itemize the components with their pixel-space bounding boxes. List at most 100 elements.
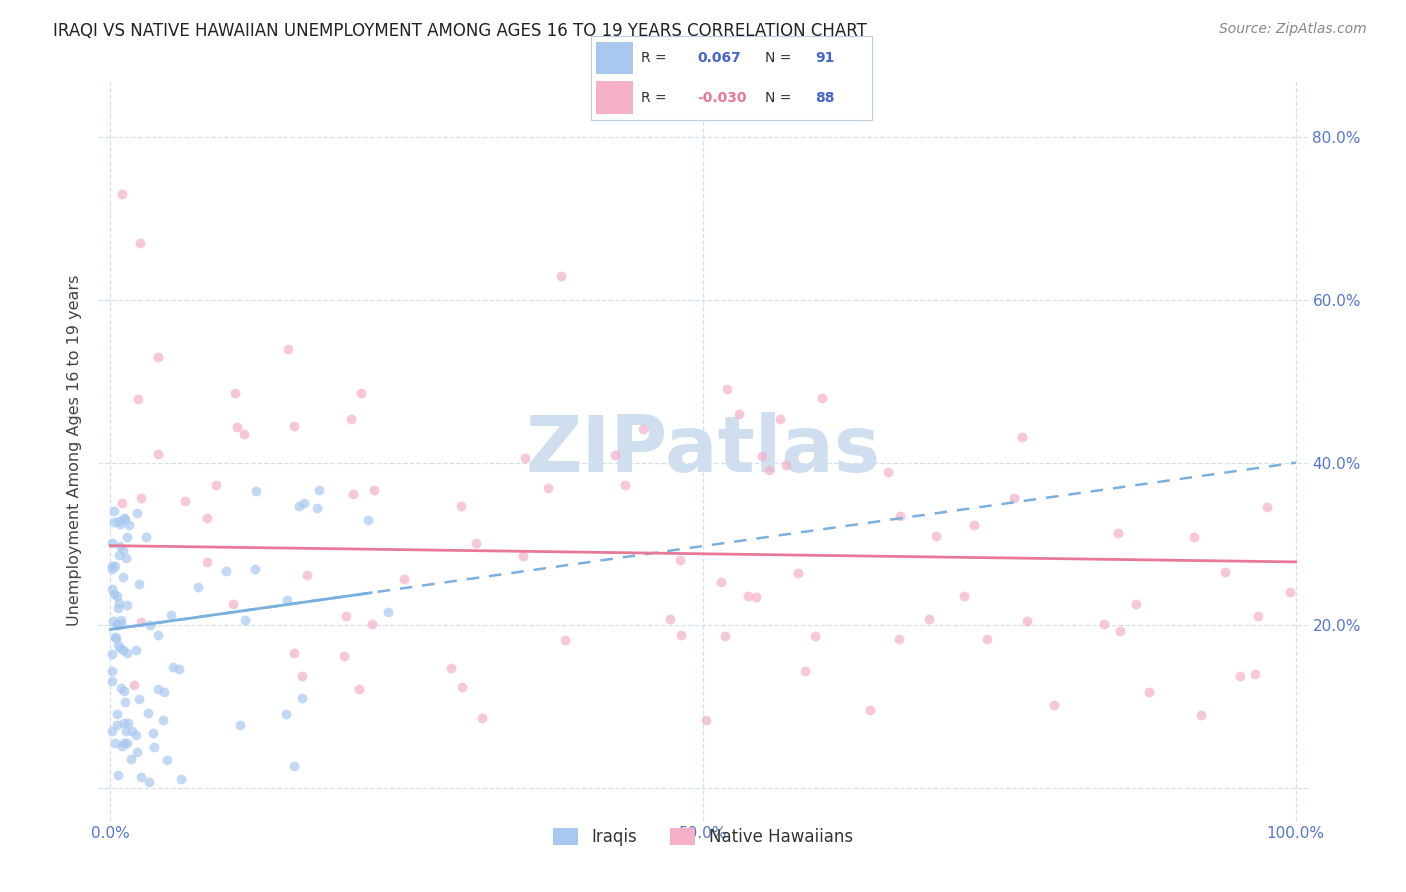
Point (111, 496, 134, 510)
Point (713, 629, 735, 643)
Point (107, 639, 129, 653)
Point (1247, 609, 1270, 624)
Text: 88: 88 (815, 91, 835, 104)
Point (142, 726, 165, 740)
Point (117, 715, 139, 730)
Text: N =: N = (765, 91, 796, 104)
Point (101, 562, 124, 576)
Point (347, 681, 370, 696)
Point (195, 511, 218, 525)
Y-axis label: Unemployment Among Ages 16 to 19 years: Unemployment Among Ages 16 to 19 years (67, 275, 83, 626)
Point (669, 627, 692, 641)
Point (1002, 491, 1025, 505)
Point (953, 589, 976, 603)
Point (105, 589, 128, 603)
Point (1011, 430, 1033, 444)
Point (292, 496, 315, 510)
Point (222, 597, 245, 611)
Point (103, 504, 125, 518)
Point (174, 494, 197, 508)
Point (195, 555, 218, 569)
Point (291, 690, 314, 705)
Point (108, 515, 131, 529)
Point (976, 632, 998, 646)
Point (114, 551, 136, 566)
Text: ZIPatlas: ZIPatlas (526, 412, 880, 489)
Point (146, 350, 169, 364)
Point (105, 618, 128, 632)
Text: 91: 91 (815, 51, 835, 65)
Point (125, 728, 148, 742)
Point (101, 673, 124, 688)
Point (775, 458, 797, 473)
Point (114, 695, 136, 709)
Point (112, 543, 135, 558)
Point (342, 487, 364, 501)
Point (128, 576, 150, 591)
Point (377, 605, 399, 619)
Point (162, 660, 184, 674)
Point (440, 661, 463, 675)
Point (283, 759, 305, 773)
Point (274, 706, 297, 721)
Point (1189, 708, 1212, 723)
Point (232, 426, 254, 441)
Point (1108, 624, 1130, 639)
Point (727, 407, 749, 421)
Point (1107, 525, 1129, 540)
Point (695, 714, 717, 728)
Point (333, 649, 356, 664)
Point (859, 703, 882, 717)
Point (110, 517, 132, 532)
Point (152, 685, 174, 699)
Point (105, 617, 128, 632)
Point (101, 648, 124, 662)
Point (129, 235, 152, 250)
Point (112, 684, 135, 698)
Point (1015, 614, 1038, 628)
Text: R =: R = (641, 91, 671, 104)
Point (107, 768, 129, 782)
Point (112, 643, 135, 657)
Point (108, 596, 131, 610)
Point (129, 770, 152, 784)
Point (392, 572, 415, 586)
Point (100, 536, 122, 550)
Point (277, 342, 299, 356)
Point (357, 513, 380, 527)
Point (139, 617, 162, 632)
Point (115, 723, 138, 738)
Point (112, 511, 135, 525)
Point (101, 664, 124, 678)
Point (120, 752, 142, 766)
Point (115, 530, 138, 544)
Point (451, 681, 474, 695)
Point (110, 616, 132, 631)
Point (146, 627, 169, 641)
Point (554, 632, 576, 647)
Point (229, 718, 252, 732)
Point (205, 478, 228, 492)
Point (101, 614, 124, 628)
Point (112, 736, 135, 750)
Point (350, 386, 373, 401)
Point (131, 491, 153, 506)
Point (136, 706, 159, 720)
Point (470, 711, 492, 725)
Point (464, 535, 486, 549)
Text: 0.067: 0.067 (697, 51, 741, 65)
Point (1213, 565, 1236, 579)
Point (128, 691, 150, 706)
Text: R =: R = (641, 51, 671, 65)
Point (105, 718, 128, 732)
Point (100, 558, 122, 573)
Point (142, 740, 165, 755)
Point (283, 419, 305, 434)
Point (716, 383, 738, 397)
Point (159, 608, 181, 623)
Point (887, 632, 910, 647)
Point (111, 739, 134, 753)
Point (152, 713, 174, 727)
Point (146, 682, 169, 697)
Point (107, 548, 129, 562)
